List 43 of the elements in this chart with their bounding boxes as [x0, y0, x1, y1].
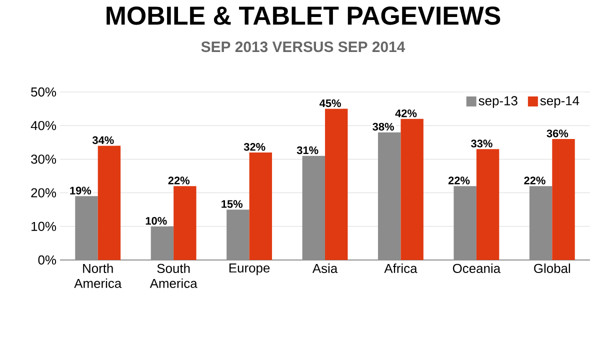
y-tick-label: 20%: [31, 188, 56, 198]
bar: [476, 149, 500, 260]
x-tick-label: Global: [534, 264, 570, 274]
bar: [552, 139, 575, 260]
data-label: 42%: [395, 109, 417, 118]
bar: [75, 196, 98, 260]
data-label: 31%: [296, 146, 318, 154]
y-tick-label: 40%: [30, 121, 56, 130]
x-tick-label: Europe: [229, 264, 270, 276]
legend-label: sep-13: [478, 96, 518, 108]
data-label: 33%: [471, 140, 492, 148]
legend-label: sep-14: [540, 96, 580, 108]
x-tick-label: Africa: [384, 264, 418, 274]
x-tick-label: Oceania: [452, 264, 501, 274]
y-tick-label: 30%: [31, 154, 56, 164]
data-label: 36%: [546, 130, 568, 138]
bar: [150, 226, 174, 260]
data-label: 10%: [146, 216, 167, 225]
data-label: 45%: [320, 99, 341, 108]
data-label: 22%: [168, 176, 190, 184]
bar: [174, 186, 196, 260]
data-label: 38%: [372, 122, 394, 131]
data-label: 34%: [92, 136, 114, 144]
data-label: 19%: [70, 186, 92, 194]
x-tick-label: North America: [74, 264, 122, 288]
data-label: 22%: [448, 176, 470, 184]
data-label: 32%: [244, 143, 266, 151]
data-label: 22%: [524, 176, 546, 184]
bar: [325, 108, 348, 260]
bar: [454, 186, 476, 260]
bar: [529, 186, 552, 260]
bar: [302, 156, 326, 260]
bar: [98, 146, 121, 260]
x-tick-label: Asia: [312, 264, 338, 274]
y-tick-label: 10%: [32, 222, 56, 231]
bar: [249, 152, 272, 260]
bar: [400, 118, 424, 260]
chart-title: MOBILE & TABLET PAGEVIEWS: [106, 6, 500, 25]
chart-subtitle: SEP 2013 VERSUS SEP 2014: [201, 42, 406, 52]
y-tick-label: 50%: [31, 87, 56, 97]
x-tick-label: South America: [150, 264, 198, 288]
data-label: 15%: [222, 200, 243, 208]
y-tick-label: 0%: [38, 255, 56, 265]
